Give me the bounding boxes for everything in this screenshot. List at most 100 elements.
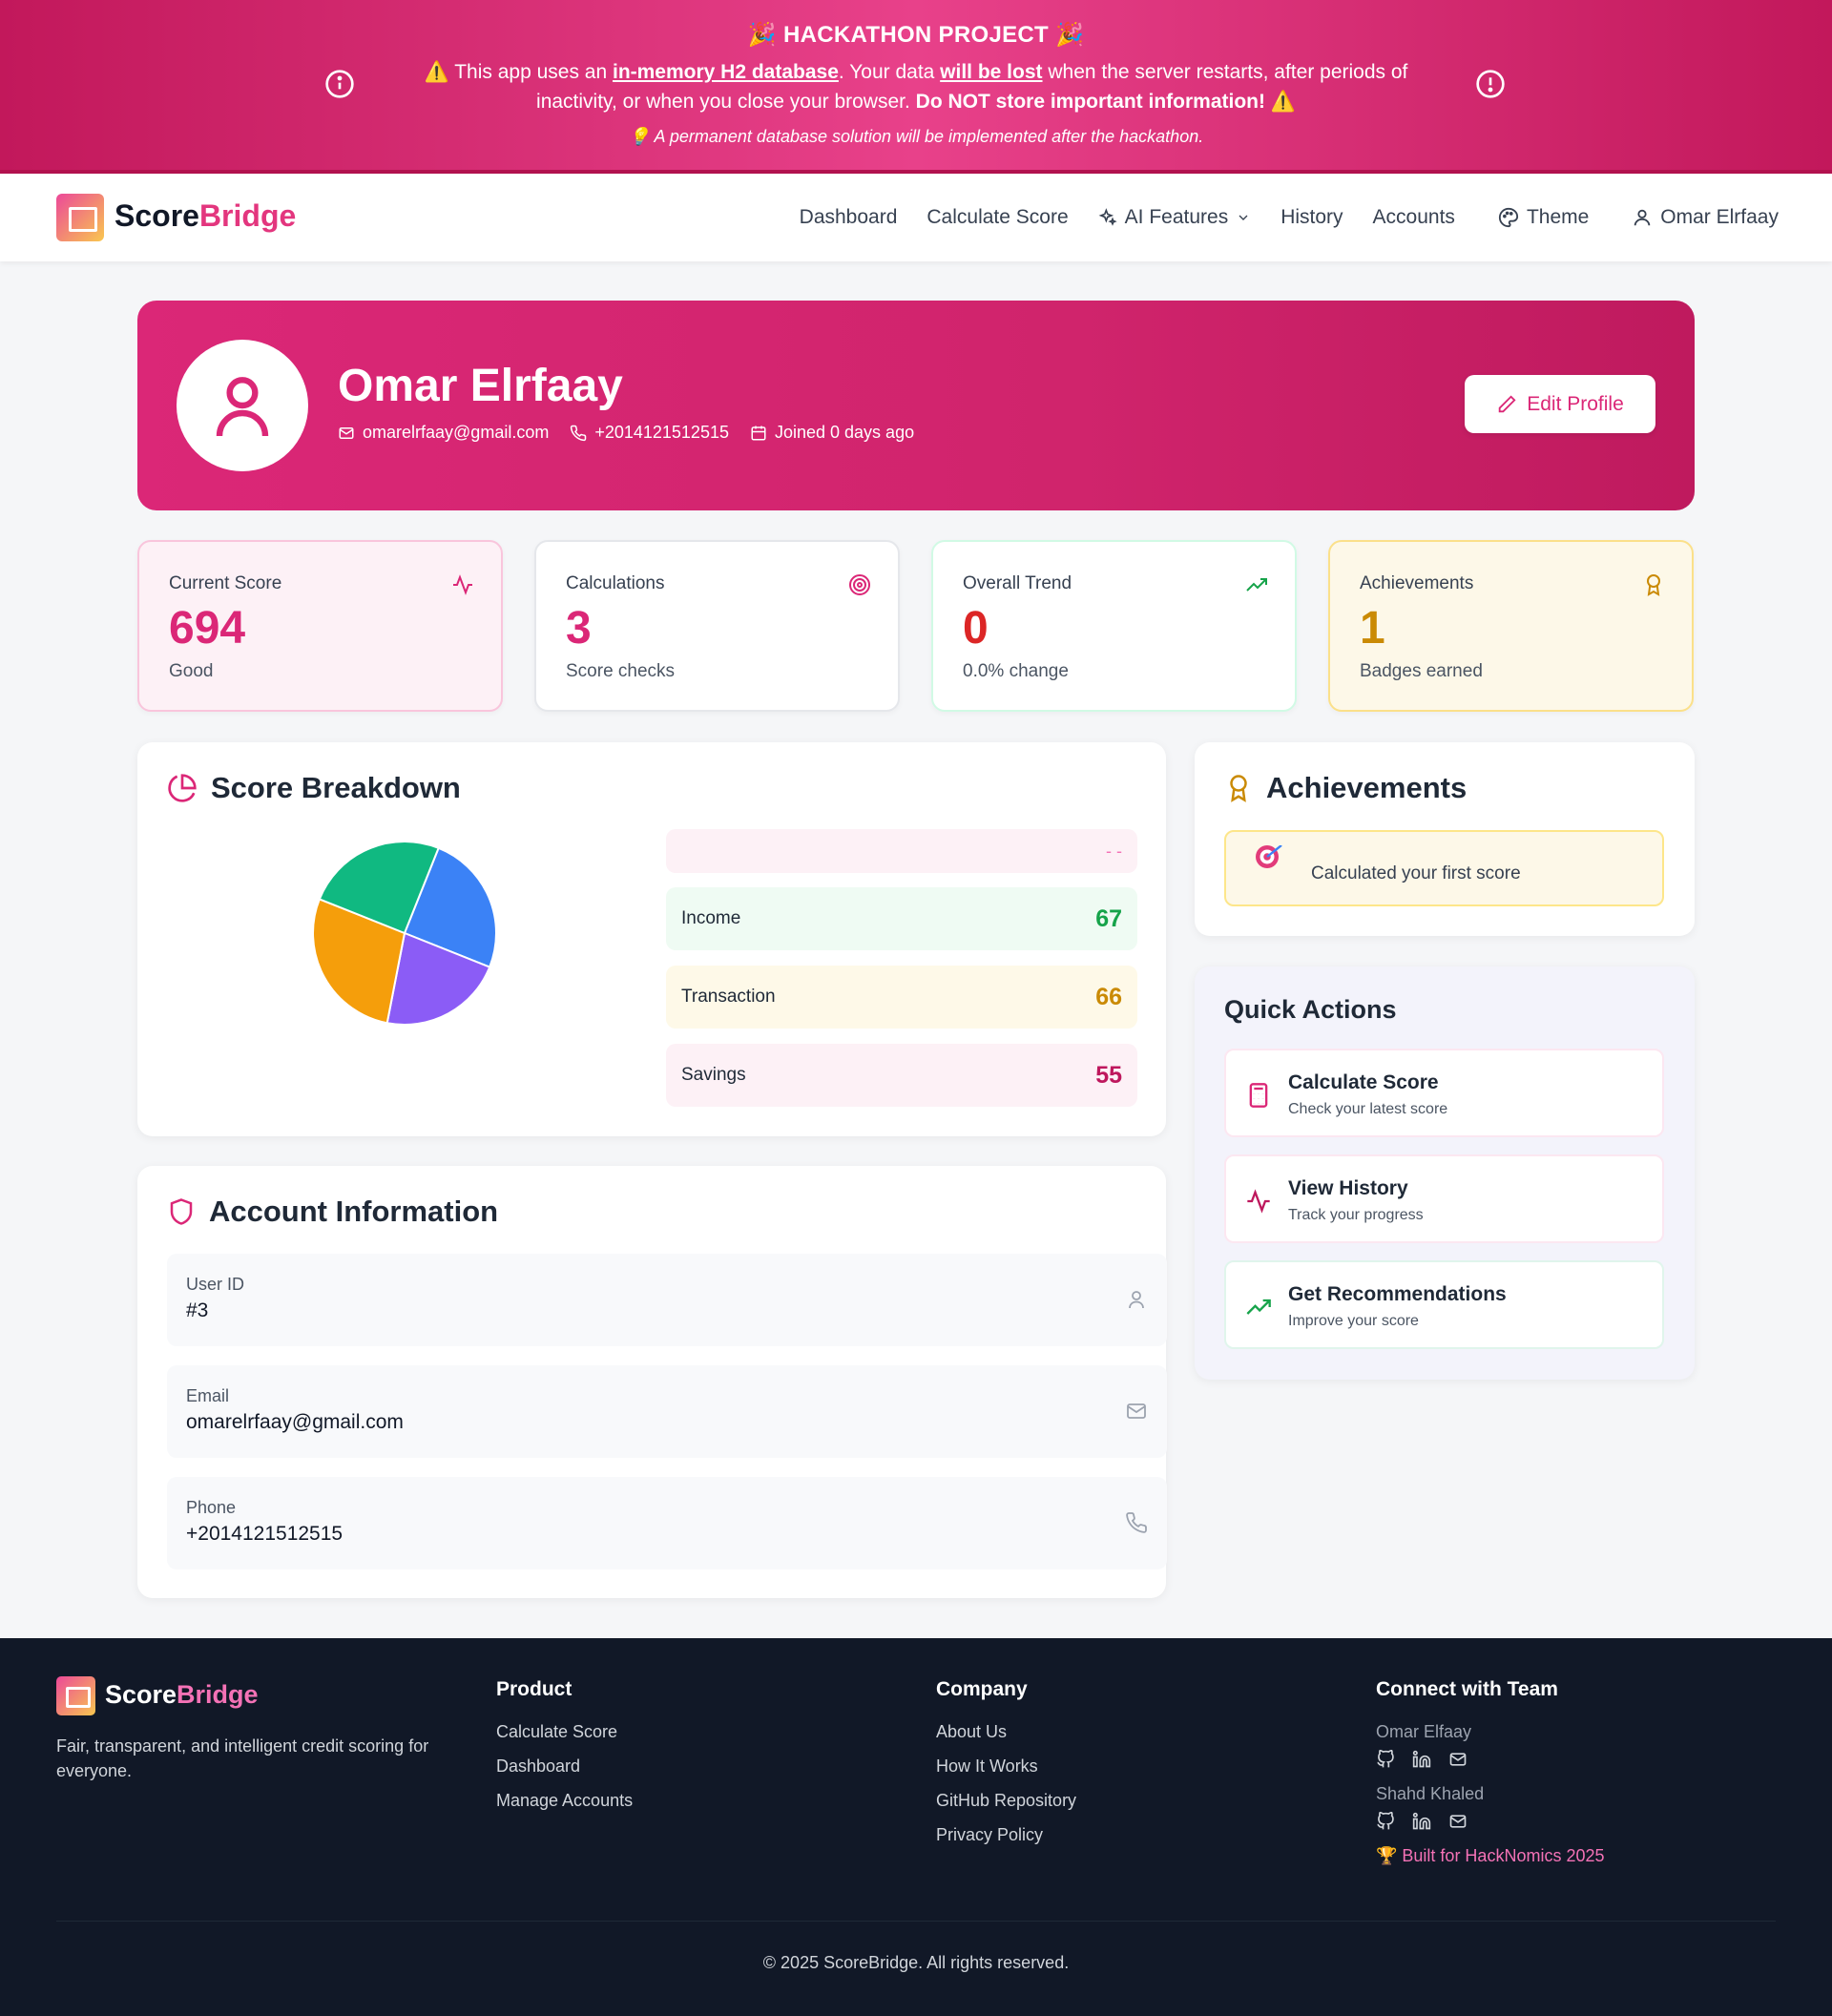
pie-slice-3 [318, 841, 440, 935]
breakdown-title: Score Breakdown [211, 771, 461, 804]
nav-user-menu[interactable]: Omar Elrfaay [1632, 206, 1779, 229]
nav-ai-features[interactable]: AI Features [1098, 206, 1252, 229]
score-pie-chart [312, 841, 497, 1026]
banner-note: 💡 A permanent database solution will be … [628, 127, 1204, 146]
nav-accounts[interactable]: Accounts [1372, 206, 1455, 228]
hackathon-banner: 🎉 HACKATHON PROJECT 🎉 ⚠️ This app uses a… [0, 0, 1832, 174]
stat-overall-trend: Overall Trend 0 0.0% change [931, 540, 1297, 712]
quick-actions-title: Quick Actions [1224, 995, 1397, 1024]
team-member-name: Shahd Khaled [1376, 1784, 1485, 1803]
calculator-icon [1245, 1082, 1272, 1109]
footer-link-calculate-score[interactable]: Calculate Score [496, 1722, 618, 1741]
account-info-title: Account Information [209, 1195, 499, 1228]
stat-current-score: Current Score 694 Good [137, 540, 503, 712]
brand-name[interactable]: ScoreBridge [114, 198, 297, 233]
nav-calculate-score[interactable]: Calculate Score [926, 206, 1069, 228]
edit-profile-button[interactable]: Edit Profile [1465, 375, 1655, 433]
pie-chart-icon [167, 773, 198, 803]
quick-action-view-history[interactable]: View History Track your progress [1224, 1154, 1664, 1243]
phone-icon [570, 425, 587, 442]
calendar-icon [750, 425, 767, 442]
footer-link-github-repository[interactable]: GitHub Repository [936, 1791, 1077, 1810]
mail-icon [338, 425, 355, 442]
pencil-icon [1496, 394, 1517, 415]
nav-history[interactable]: History [1280, 206, 1343, 228]
footer-link-how-it-works[interactable]: How It Works [936, 1756, 1038, 1776]
github-icon[interactable] [1376, 1812, 1395, 1831]
chevron-down-icon [1236, 210, 1251, 225]
account-information-card: Account Information User ID #3 Email oma… [137, 1166, 1167, 1598]
info-row-phone: Phone +2014121512515 [167, 1477, 1167, 1569]
footer-logo [56, 1676, 95, 1715]
footer-team-column: Connect with Team Omar Elfaay Shahd Khal… [1376, 1678, 1605, 1865]
score-breakdown-card: Score Breakdown - - Income 67 Transaction… [137, 742, 1166, 1136]
pie-slice-2 [312, 898, 406, 1025]
shield-icon [167, 1196, 196, 1227]
avatar [177, 340, 308, 471]
quick-actions-card: Quick Actions Calculate Score Check your… [1195, 966, 1695, 1380]
breakdown-row-income: Income 67 [666, 887, 1137, 950]
stat-achievements: Achievements 1 Badges earned [1328, 540, 1694, 712]
alert-circle-icon [1475, 69, 1506, 99]
breakdown-row-transaction: Transaction 66 [666, 966, 1137, 1029]
trending-up-icon [1245, 1294, 1272, 1320]
footer-link-dashboard[interactable]: Dashboard [496, 1756, 581, 1776]
current-score-value: 694 [169, 603, 246, 654]
nav-theme[interactable]: Theme [1498, 206, 1589, 229]
footer-product-column: Product Calculate Score Dashboard Manage… [496, 1678, 633, 1825]
breakdown-row-placeholder: - - [666, 829, 1137, 873]
profile-joined: Joined 0 days ago [750, 423, 914, 443]
target-icon [848, 573, 871, 596]
achievements-title: Achievements [1266, 771, 1468, 804]
award-icon [1642, 573, 1665, 596]
activity-icon [451, 573, 474, 596]
h2-database-link[interactable]: in-memory H2 database [612, 61, 839, 83]
sparkles-icon [1098, 208, 1117, 227]
user-icon [212, 371, 273, 440]
quick-action-calculate-score[interactable]: Calculate Score Check your latest score [1224, 1049, 1664, 1137]
breakdown-row-savings: Savings 55 [666, 1044, 1137, 1107]
achievements-card: Achievements Calculated your first score [1195, 742, 1695, 936]
team-member-name: Omar Elfaay [1376, 1722, 1472, 1741]
target-icon [1253, 845, 1287, 874]
built-for-badge: 🏆 Built for HackNomics 2025 [1376, 1846, 1605, 1865]
achievement-first-score: Calculated your first score [1224, 830, 1664, 906]
info-row-email: Email omarelrfaay@gmail.com [167, 1365, 1167, 1458]
profile-header: Omar Elrfaay omarelrfaay@gmail.com +2014… [137, 301, 1695, 510]
mail-icon[interactable] [1448, 1812, 1468, 1831]
user-icon [1125, 1288, 1148, 1311]
mail-icon[interactable] [1448, 1750, 1468, 1769]
footer-divider [56, 1921, 1776, 1922]
footer: ScoreBridge Fair, transparent, and intel… [0, 1638, 1832, 2016]
footer-link-manage-accounts[interactable]: Manage Accounts [496, 1791, 634, 1810]
profile-email: omarelrfaay@gmail.com [338, 423, 549, 443]
footer-link-privacy-policy[interactable]: Privacy Policy [936, 1825, 1044, 1844]
footer-brand: ScoreBridge [105, 1680, 259, 1709]
banner-title: 🎉 HACKATHON PROJECT 🎉 [747, 22, 1085, 48]
top-nav: ScoreBridge Dashboard Calculate Score AI… [0, 174, 1832, 261]
user-icon [1632, 207, 1653, 228]
scorebridge-logo[interactable] [56, 194, 104, 241]
phone-icon [1125, 1511, 1148, 1534]
palette-icon [1498, 207, 1519, 228]
profile-phone: +2014121512515 [570, 423, 729, 443]
github-icon[interactable] [1376, 1750, 1395, 1769]
footer-company-column: Company About Us How It Works GitHub Rep… [936, 1678, 1076, 1860]
quick-action-get-recommendations[interactable]: Get Recommendations Improve your score [1224, 1260, 1664, 1349]
linkedin-icon[interactable] [1412, 1750, 1431, 1769]
footer-description: Fair, transparent, and intelligent credi… [56, 1736, 429, 1780]
mail-icon [1125, 1400, 1148, 1423]
activity-icon [1245, 1188, 1272, 1215]
info-row-user-id: User ID #3 [167, 1254, 1167, 1346]
profile-name: Omar Elrfaay [338, 361, 623, 411]
banner-warning: ⚠️ This app uses an in-memory H2 databas… [424, 61, 1408, 113]
nav-dashboard[interactable]: Dashboard [799, 206, 898, 228]
award-icon [1224, 773, 1253, 803]
info-icon [324, 69, 355, 99]
footer-link-about-us[interactable]: About Us [936, 1722, 1008, 1741]
linkedin-icon[interactable] [1412, 1812, 1431, 1831]
copyright: © 2025 ScoreBridge. All rights reserved. [762, 1953, 1070, 1972]
trending-up-icon [1245, 573, 1268, 596]
stat-calculations: Calculations 3 Score checks [534, 540, 900, 712]
pie-slice-1 [385, 931, 491, 1026]
